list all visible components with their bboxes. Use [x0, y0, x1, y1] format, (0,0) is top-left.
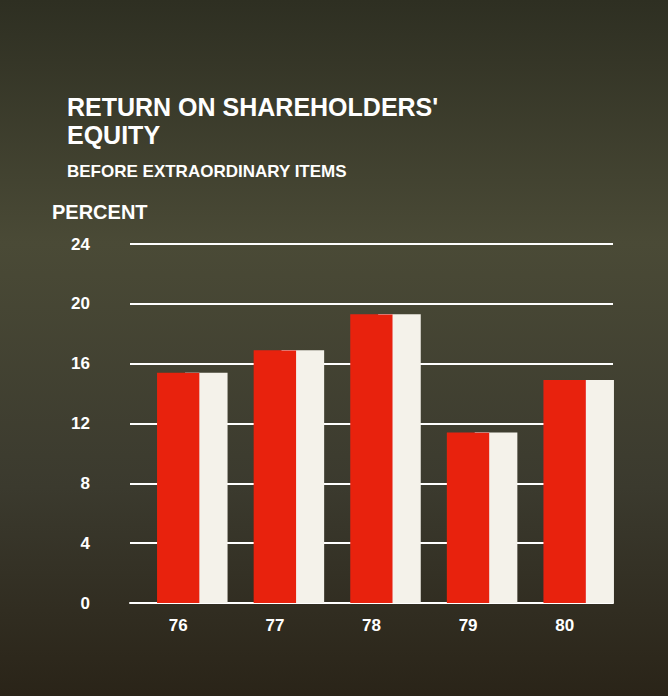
- svg-text:12: 12: [71, 414, 90, 433]
- svg-text:BEFORE EXTRAORDINARY ITEMS: BEFORE EXTRAORDINARY ITEMS: [67, 162, 347, 181]
- svg-text:16: 16: [71, 354, 90, 373]
- svg-text:24: 24: [71, 235, 90, 254]
- svg-text:78: 78: [362, 616, 381, 635]
- svg-text:79: 79: [459, 616, 478, 635]
- svg-text:0: 0: [81, 594, 90, 613]
- svg-text:20: 20: [71, 294, 90, 313]
- svg-text:8: 8: [81, 474, 90, 493]
- svg-text:RETURN ON SHAREHOLDERS': RETURN ON SHAREHOLDERS': [67, 93, 445, 121]
- svg-text:EQUITY: EQUITY: [67, 121, 160, 149]
- svg-text:80: 80: [555, 616, 574, 635]
- svg-text:4: 4: [81, 534, 91, 553]
- svg-text:PERCENT: PERCENT: [52, 201, 148, 223]
- svg-text:77: 77: [265, 616, 284, 635]
- svg-text:76: 76: [169, 616, 188, 635]
